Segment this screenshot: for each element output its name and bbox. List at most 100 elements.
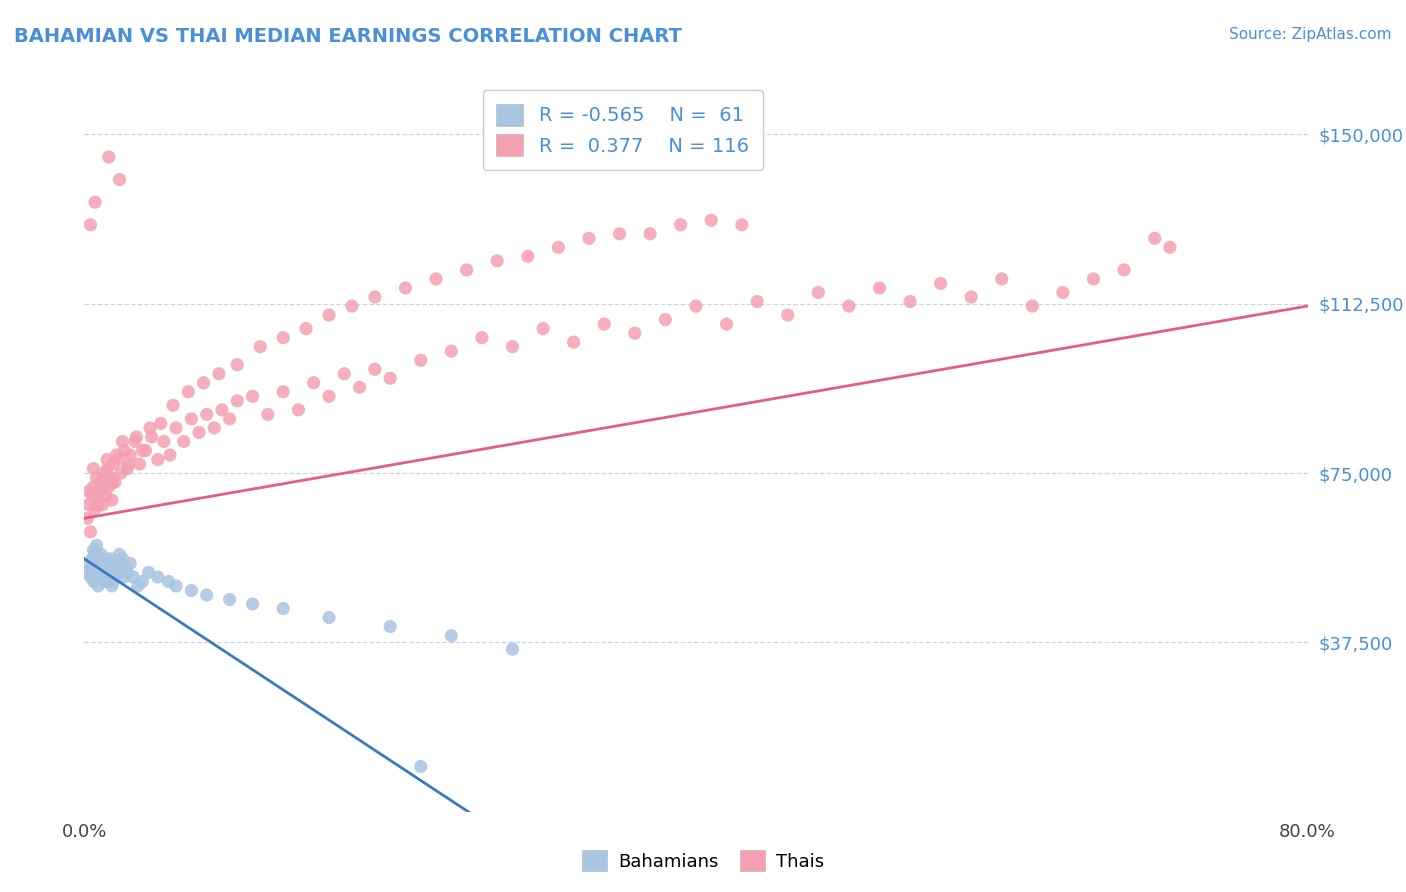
Point bbox=[76, 511, 98, 525]
Point bbox=[87, 557, 110, 571]
Point bbox=[93, 466, 115, 480]
Point bbox=[531, 321, 554, 335]
Point bbox=[83, 461, 105, 475]
Point bbox=[139, 421, 162, 435]
Point bbox=[638, 227, 661, 241]
Point bbox=[669, 218, 692, 232]
Point bbox=[94, 489, 117, 503]
Point bbox=[80, 561, 103, 575]
Point bbox=[89, 552, 111, 566]
Point bbox=[593, 317, 616, 331]
Point bbox=[111, 552, 134, 566]
Point bbox=[128, 457, 150, 471]
Point bbox=[105, 557, 128, 571]
Point bbox=[90, 570, 112, 584]
Point bbox=[98, 570, 121, 584]
Point bbox=[101, 566, 124, 580]
Point bbox=[1114, 263, 1136, 277]
Point bbox=[162, 398, 184, 412]
Point bbox=[318, 610, 340, 624]
Point bbox=[960, 290, 983, 304]
Point bbox=[226, 358, 249, 372]
Point bbox=[716, 317, 738, 331]
Point bbox=[96, 566, 118, 580]
Point bbox=[226, 393, 249, 408]
Point bbox=[104, 475, 127, 489]
Point bbox=[90, 475, 112, 489]
Point bbox=[440, 344, 463, 359]
Point bbox=[394, 281, 416, 295]
Point bbox=[103, 457, 125, 471]
Point bbox=[271, 331, 294, 345]
Point bbox=[425, 272, 447, 286]
Point bbox=[98, 470, 121, 484]
Point bbox=[96, 461, 118, 475]
Point bbox=[271, 601, 294, 615]
Point bbox=[97, 150, 120, 164]
Point bbox=[115, 566, 138, 580]
Point bbox=[149, 417, 172, 431]
Text: BAHAMIAN VS THAI MEDIAN EARNINGS CORRELATION CHART: BAHAMIAN VS THAI MEDIAN EARNINGS CORRELA… bbox=[14, 27, 682, 45]
Point bbox=[929, 277, 952, 291]
Point bbox=[97, 561, 120, 575]
Point bbox=[211, 403, 233, 417]
Point bbox=[97, 480, 120, 494]
Point bbox=[271, 384, 294, 399]
Point bbox=[180, 583, 202, 598]
Point bbox=[1143, 231, 1166, 245]
Point bbox=[547, 240, 569, 254]
Point bbox=[83, 480, 105, 494]
Point bbox=[188, 425, 211, 440]
Point bbox=[124, 434, 146, 449]
Point bbox=[898, 294, 921, 309]
Point bbox=[165, 579, 187, 593]
Point bbox=[105, 448, 128, 462]
Point bbox=[1021, 299, 1043, 313]
Point bbox=[93, 574, 115, 589]
Point bbox=[409, 353, 432, 368]
Point bbox=[90, 547, 112, 561]
Point bbox=[302, 376, 325, 390]
Point bbox=[1052, 285, 1074, 300]
Point bbox=[747, 294, 769, 309]
Point bbox=[114, 561, 136, 575]
Point bbox=[516, 249, 538, 263]
Point bbox=[87, 498, 110, 512]
Point bbox=[79, 524, 101, 539]
Point bbox=[108, 547, 131, 561]
Point bbox=[98, 552, 121, 566]
Point bbox=[333, 367, 356, 381]
Point bbox=[700, 213, 723, 227]
Point bbox=[180, 412, 202, 426]
Point bbox=[86, 570, 108, 584]
Point bbox=[380, 371, 402, 385]
Point bbox=[838, 299, 860, 313]
Point bbox=[731, 218, 754, 232]
Point bbox=[84, 547, 107, 561]
Point bbox=[195, 408, 218, 422]
Point bbox=[86, 470, 108, 484]
Point bbox=[869, 281, 891, 295]
Point bbox=[111, 434, 134, 449]
Point bbox=[127, 579, 149, 593]
Point bbox=[112, 570, 135, 584]
Point bbox=[1159, 240, 1181, 254]
Point bbox=[84, 195, 107, 210]
Point bbox=[131, 574, 153, 589]
Point bbox=[101, 579, 124, 593]
Point bbox=[249, 340, 271, 354]
Point bbox=[89, 561, 111, 575]
Point bbox=[83, 574, 105, 589]
Point bbox=[159, 448, 181, 462]
Point bbox=[77, 498, 100, 512]
Point bbox=[257, 408, 280, 422]
Point bbox=[93, 561, 115, 575]
Point bbox=[208, 367, 231, 381]
Point bbox=[87, 579, 110, 593]
Point bbox=[146, 452, 169, 467]
Point bbox=[79, 570, 101, 584]
Point bbox=[86, 538, 108, 552]
Point bbox=[295, 321, 318, 335]
Point bbox=[502, 340, 524, 354]
Point bbox=[120, 557, 142, 571]
